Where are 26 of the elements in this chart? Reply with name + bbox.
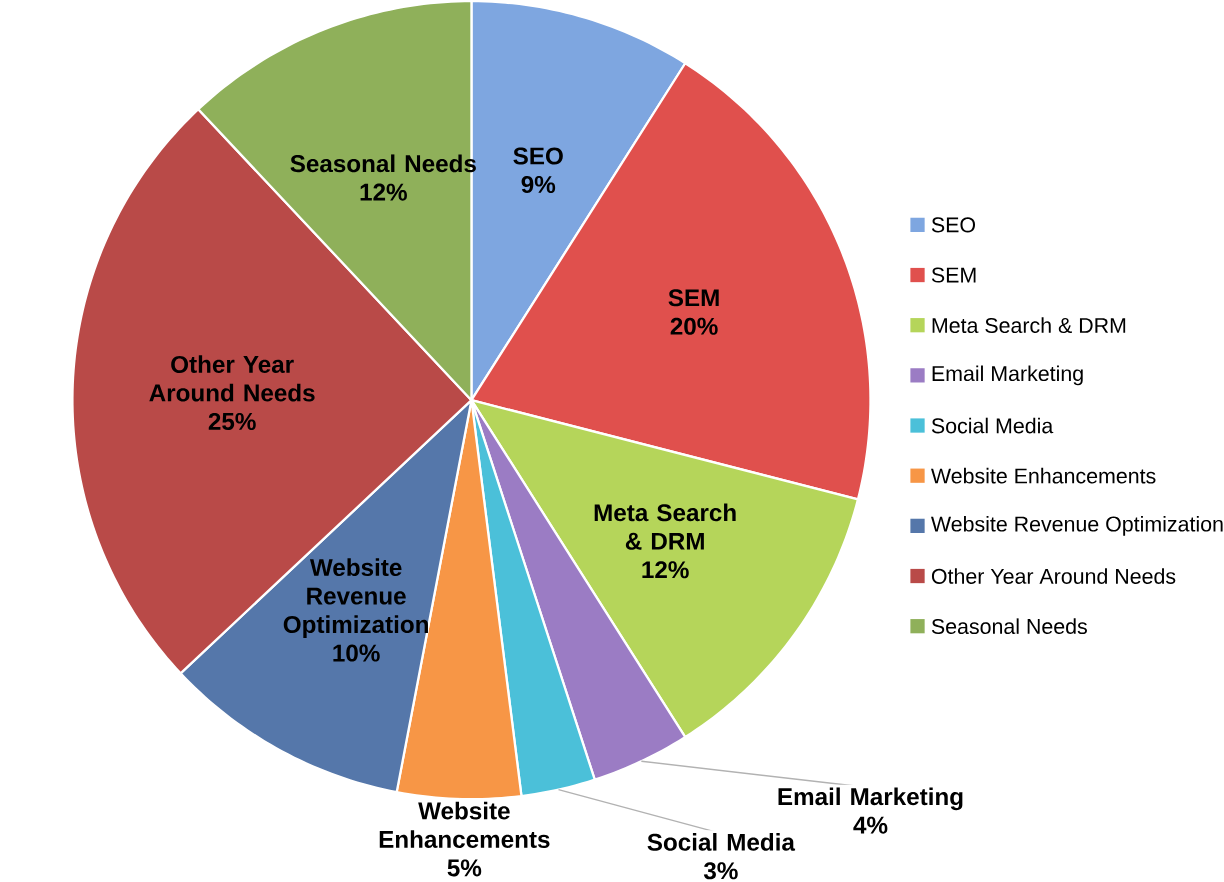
data-label: 20% <box>670 317 718 335</box>
data-label: 10% <box>333 644 380 662</box>
legend-label: Social Media <box>931 417 1054 434</box>
data-label: 4% <box>853 816 888 834</box>
legend-label: SEM <box>931 267 976 283</box>
data-label: 5% <box>447 859 482 877</box>
data-label: 12% <box>360 183 407 201</box>
slice-label: SEM <box>668 289 719 307</box>
slice-label: Email Marketing <box>778 787 963 811</box>
slice-label: Website Revenue Optimization <box>283 558 428 638</box>
legend-label: Seasonal Needs <box>931 618 1087 634</box>
slice-label: Other Year Around Needs <box>149 355 315 402</box>
legend-label: Meta Search & DRM <box>932 317 1126 333</box>
slice-label: SEO <box>513 147 563 165</box>
legend-label: Email Marketing <box>932 365 1083 386</box>
data-label: 12% <box>642 561 689 579</box>
data-label: 3% <box>703 862 738 880</box>
legend-label: Website Enhancements <box>931 467 1156 484</box>
data-label: 9% <box>521 175 556 193</box>
legend-label: SEO <box>931 217 976 233</box>
legend-label: Other Year Around Needs <box>931 568 1176 584</box>
data-label: 25% <box>208 412 256 430</box>
slice-label: Meta Search & DRM <box>594 503 736 550</box>
slice-label: Social Media <box>647 832 796 851</box>
slice-label: Website Enhancements <box>379 801 550 848</box>
legend-label: Website Revenue Optimization <box>931 515 1223 536</box>
